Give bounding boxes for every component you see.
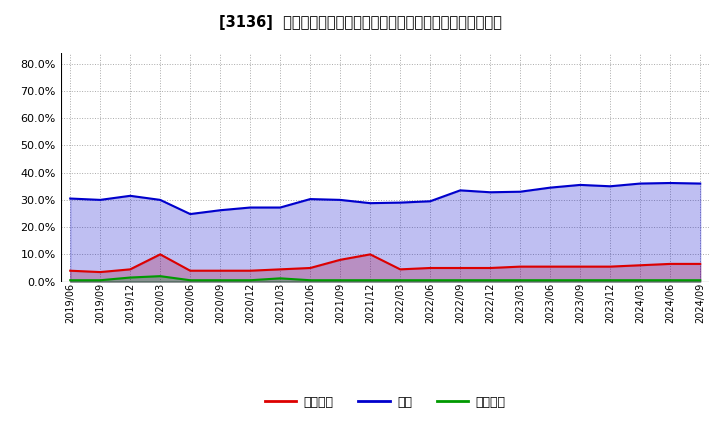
Legend: 売上債権, 在庫, 買入債務: 売上債権, 在庫, 買入債務	[260, 391, 510, 414]
Text: [3136]  売上債権、在庫、買入債務の総資産に対する比率の推移: [3136] 売上債権、在庫、買入債務の総資産に対する比率の推移	[219, 15, 501, 30]
